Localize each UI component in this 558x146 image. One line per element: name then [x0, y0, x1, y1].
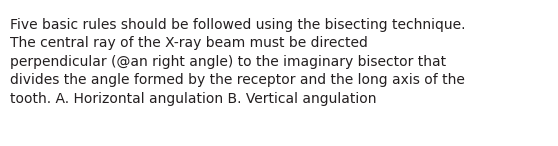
Text: Five basic rules should be followed using the bisecting technique.
The central r: Five basic rules should be followed usin… [10, 18, 465, 106]
